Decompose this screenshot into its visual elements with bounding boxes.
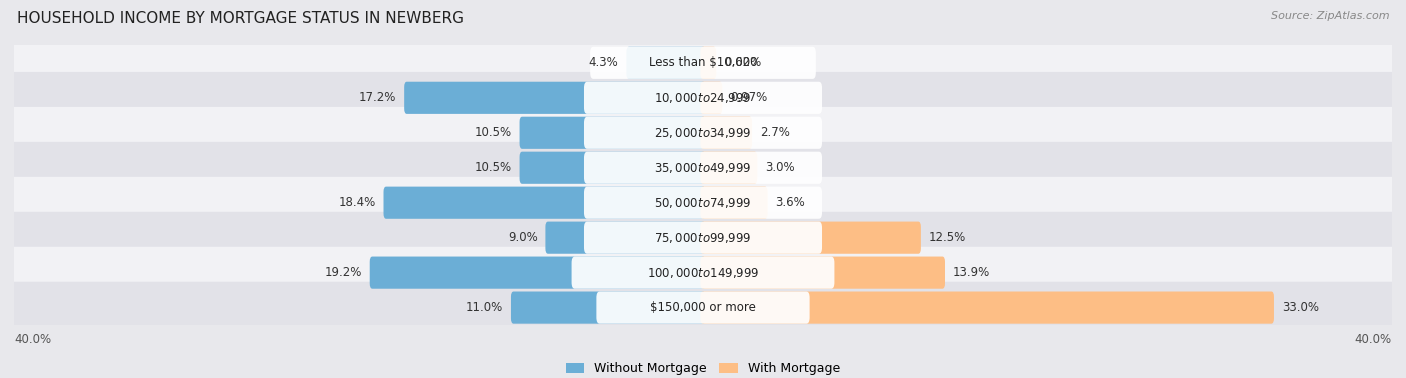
FancyBboxPatch shape	[700, 117, 752, 149]
Text: 12.5%: 12.5%	[928, 231, 966, 244]
FancyBboxPatch shape	[700, 152, 758, 184]
FancyBboxPatch shape	[0, 72, 1406, 124]
FancyBboxPatch shape	[583, 82, 823, 114]
Text: 3.0%: 3.0%	[765, 161, 794, 174]
FancyBboxPatch shape	[546, 222, 706, 254]
Text: 4.3%: 4.3%	[589, 56, 619, 69]
FancyBboxPatch shape	[0, 142, 1406, 194]
FancyBboxPatch shape	[370, 257, 706, 289]
Text: $75,000 to $99,999: $75,000 to $99,999	[654, 231, 752, 245]
FancyBboxPatch shape	[596, 291, 810, 324]
FancyBboxPatch shape	[700, 47, 716, 79]
Text: 2.7%: 2.7%	[759, 126, 790, 139]
FancyBboxPatch shape	[0, 282, 1406, 333]
Text: $35,000 to $49,999: $35,000 to $49,999	[654, 161, 752, 175]
FancyBboxPatch shape	[0, 37, 1406, 89]
Text: $50,000 to $74,999: $50,000 to $74,999	[654, 196, 752, 210]
FancyBboxPatch shape	[591, 47, 815, 79]
Text: 40.0%: 40.0%	[14, 333, 51, 346]
FancyBboxPatch shape	[700, 222, 921, 254]
FancyBboxPatch shape	[510, 291, 706, 324]
FancyBboxPatch shape	[626, 47, 706, 79]
FancyBboxPatch shape	[0, 212, 1406, 263]
Text: Less than $10,000: Less than $10,000	[648, 56, 758, 69]
FancyBboxPatch shape	[384, 187, 706, 219]
FancyBboxPatch shape	[583, 222, 823, 254]
Text: 11.0%: 11.0%	[465, 301, 503, 314]
Legend: Without Mortgage, With Mortgage: Without Mortgage, With Mortgage	[561, 357, 845, 378]
FancyBboxPatch shape	[700, 257, 945, 289]
Text: 0.97%: 0.97%	[730, 91, 768, 104]
FancyBboxPatch shape	[700, 82, 723, 114]
FancyBboxPatch shape	[583, 117, 823, 149]
Text: 13.9%: 13.9%	[953, 266, 990, 279]
Text: 9.0%: 9.0%	[508, 231, 537, 244]
FancyBboxPatch shape	[404, 82, 706, 114]
Text: 3.6%: 3.6%	[775, 196, 806, 209]
FancyBboxPatch shape	[0, 107, 1406, 159]
Text: 0.62%: 0.62%	[724, 56, 761, 69]
Text: 33.0%: 33.0%	[1282, 301, 1319, 314]
Text: HOUSEHOLD INCOME BY MORTGAGE STATUS IN NEWBERG: HOUSEHOLD INCOME BY MORTGAGE STATUS IN N…	[17, 11, 464, 26]
Text: $10,000 to $24,999: $10,000 to $24,999	[654, 91, 752, 105]
Text: 17.2%: 17.2%	[359, 91, 396, 104]
Text: $100,000 to $149,999: $100,000 to $149,999	[647, 266, 759, 280]
Text: 19.2%: 19.2%	[325, 266, 361, 279]
FancyBboxPatch shape	[583, 187, 823, 219]
FancyBboxPatch shape	[520, 117, 706, 149]
Text: 18.4%: 18.4%	[339, 196, 375, 209]
FancyBboxPatch shape	[700, 187, 768, 219]
FancyBboxPatch shape	[700, 291, 1274, 324]
FancyBboxPatch shape	[0, 247, 1406, 299]
Text: $150,000 or more: $150,000 or more	[650, 301, 756, 314]
Text: $25,000 to $34,999: $25,000 to $34,999	[654, 126, 752, 140]
FancyBboxPatch shape	[572, 257, 834, 289]
FancyBboxPatch shape	[0, 177, 1406, 229]
FancyBboxPatch shape	[583, 152, 823, 184]
Text: 10.5%: 10.5%	[475, 161, 512, 174]
Text: 10.5%: 10.5%	[475, 126, 512, 139]
Text: Source: ZipAtlas.com: Source: ZipAtlas.com	[1271, 11, 1389, 21]
Text: 40.0%: 40.0%	[1355, 333, 1392, 346]
FancyBboxPatch shape	[520, 152, 706, 184]
